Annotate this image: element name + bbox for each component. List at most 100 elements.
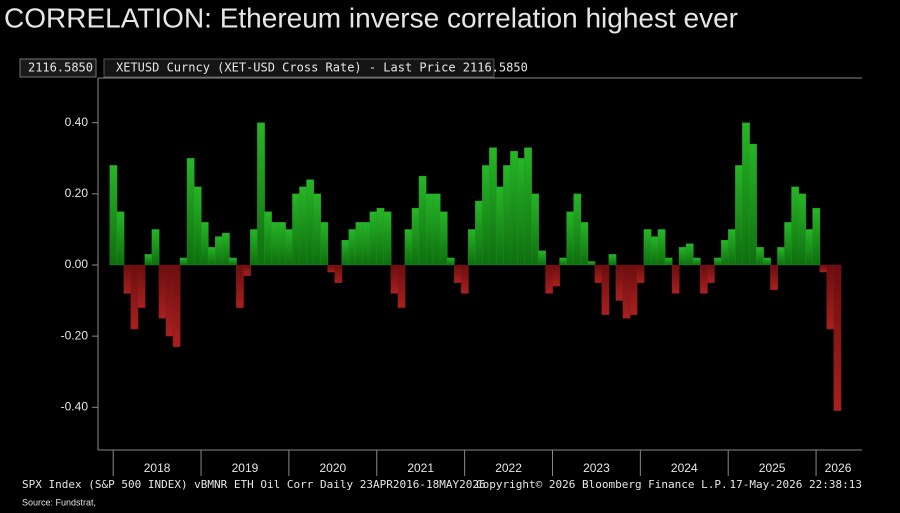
bar	[678, 247, 687, 266]
bar	[376, 207, 385, 266]
bar	[833, 264, 842, 412]
bar	[144, 254, 153, 266]
bar	[826, 264, 835, 330]
bar	[524, 147, 532, 266]
bar	[510, 151, 518, 266]
y-tick-label: -0.20	[61, 328, 89, 342]
bar	[580, 222, 589, 266]
bar	[714, 257, 722, 266]
bar	[257, 122, 265, 266]
x-tick-label: 2018	[144, 461, 171, 475]
bar	[109, 165, 118, 266]
bar	[390, 264, 399, 294]
bar	[348, 229, 357, 266]
bar	[756, 247, 764, 266]
bar	[250, 229, 258, 266]
bar	[812, 207, 821, 266]
bar	[482, 165, 490, 266]
bar	[671, 264, 680, 294]
bar	[784, 222, 793, 266]
bar	[742, 122, 750, 266]
bar	[411, 207, 420, 266]
bar	[552, 264, 561, 287]
bar	[229, 257, 237, 266]
bar	[165, 264, 174, 337]
bar	[489, 147, 497, 266]
bar	[819, 264, 828, 273]
bar	[650, 236, 659, 266]
bar	[545, 264, 554, 294]
bar	[137, 264, 146, 308]
x-tick-label: 2021	[407, 461, 434, 475]
bar	[735, 165, 743, 266]
footer-right: 17-May-2026 22:38:13	[730, 478, 862, 491]
bar	[186, 158, 195, 266]
x-tick-label: 2024	[671, 461, 698, 475]
bar	[770, 264, 778, 291]
bar	[236, 264, 244, 308]
bar	[320, 222, 329, 266]
bar	[805, 229, 814, 266]
bar	[791, 186, 800, 266]
bar	[418, 175, 427, 266]
bar	[446, 257, 455, 266]
bar	[264, 211, 272, 266]
bar	[538, 250, 547, 266]
bar	[439, 211, 448, 266]
bar	[341, 239, 350, 266]
bar	[763, 257, 771, 266]
bar	[643, 229, 652, 266]
bar	[664, 257, 673, 266]
bar	[496, 186, 504, 266]
bar	[362, 222, 371, 266]
bar	[475, 200, 483, 266]
x-tick-label: 2025	[759, 461, 786, 475]
bar	[383, 211, 392, 266]
bar	[369, 211, 378, 266]
footer-center: Copyright© 2026 Bloomberg Finance L.P.	[476, 478, 728, 491]
bar	[636, 264, 645, 283]
y-tick-label: 0.20	[65, 186, 89, 200]
bar	[200, 222, 209, 266]
bar	[271, 222, 279, 266]
y-tick-label: -0.40	[61, 399, 89, 413]
legend-box	[103, 58, 495, 78]
bar	[685, 243, 694, 266]
legend-text: XETUSD Curncy (XET-USD Cross Rate) - Las…	[116, 61, 528, 75]
bar	[587, 261, 596, 266]
y-tick-label: 0.00	[65, 257, 89, 271]
bar	[615, 264, 624, 301]
bar	[657, 229, 666, 266]
footer-left: SPX Index (S&P 500 INDEX) vBMNR ETH Oil …	[22, 478, 486, 491]
bar	[116, 211, 125, 266]
x-tick-label: 2020	[319, 461, 346, 475]
bar	[221, 232, 230, 266]
bar	[243, 264, 251, 276]
bar	[692, 257, 701, 266]
bar	[404, 229, 413, 266]
price-tag-box	[19, 58, 97, 78]
bar	[594, 264, 603, 283]
bar	[313, 193, 322, 266]
bar	[777, 247, 785, 266]
bar	[151, 229, 160, 266]
bar	[622, 264, 631, 319]
bar	[158, 264, 167, 319]
bar	[531, 193, 539, 266]
bar	[123, 264, 132, 294]
bar	[798, 193, 807, 266]
bar	[699, 264, 708, 294]
bar	[460, 264, 469, 294]
bar	[299, 186, 308, 266]
bar	[706, 264, 715, 283]
bar	[397, 264, 406, 308]
bar	[453, 264, 462, 283]
bar	[601, 264, 610, 315]
bar	[749, 143, 757, 266]
bar	[285, 229, 293, 266]
bar	[629, 264, 638, 315]
bar	[306, 179, 315, 266]
bar	[728, 229, 736, 266]
bar	[432, 193, 441, 266]
